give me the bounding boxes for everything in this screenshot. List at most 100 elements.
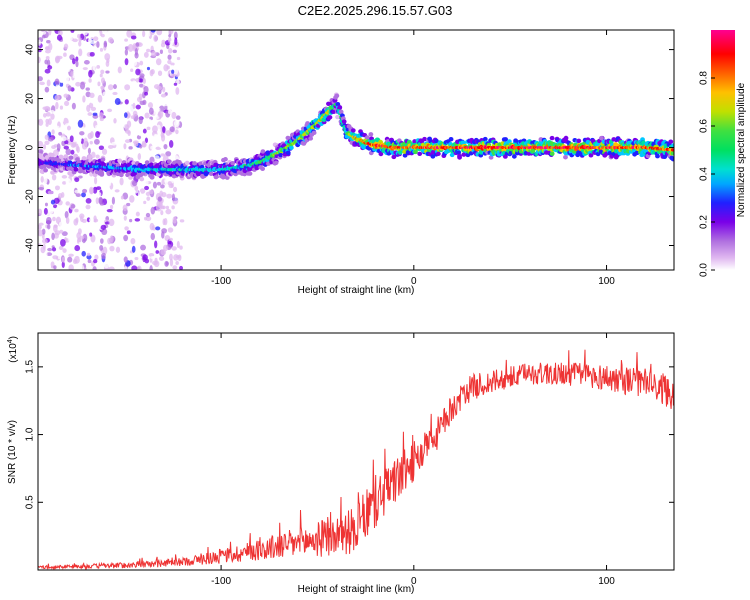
spectrogram-noise-point bbox=[77, 137, 82, 143]
spectrogram-noise-point bbox=[74, 245, 81, 252]
spectrogram-noise-point bbox=[40, 60, 46, 64]
spectrogram-noise-point bbox=[82, 233, 88, 242]
spectrogram-noise-point bbox=[107, 84, 114, 91]
spectrogram-noise-point bbox=[40, 176, 44, 183]
spectrogram-noise-point bbox=[107, 37, 114, 44]
spectrogram-noise-point bbox=[55, 125, 60, 132]
spectrogram-ridge-point bbox=[311, 130, 317, 136]
spectrogram-noise-point bbox=[160, 93, 167, 98]
spectrogram-noise-point bbox=[51, 174, 57, 181]
spectrogram-noise-point bbox=[108, 266, 115, 270]
spectrogram-noise-point bbox=[60, 88, 65, 92]
spectrogram-noise-point bbox=[72, 72, 78, 79]
spectrogram-noise-point bbox=[42, 144, 47, 150]
spectrogram-noise-point bbox=[132, 180, 138, 187]
spectrogram-noise-point bbox=[136, 265, 142, 270]
spectrogram-noise-point bbox=[165, 261, 169, 266]
spectrogram-noise-point bbox=[42, 113, 47, 118]
spectrogram-noise-point bbox=[161, 228, 168, 234]
spectrogram-ridge-point bbox=[341, 119, 347, 124]
spectrogram-noise-point bbox=[127, 113, 131, 118]
spectrogram-noise-point bbox=[176, 240, 180, 249]
spectrogram-noise-point bbox=[179, 265, 184, 270]
spectrogram-noise-point bbox=[135, 246, 139, 254]
spectrogram-noise-point bbox=[157, 196, 162, 202]
spectrogram-ridge-point bbox=[192, 161, 197, 166]
spectrogram-noise-point bbox=[38, 229, 43, 237]
spectrogram-noise-point bbox=[63, 145, 69, 150]
spectrogram-noise-point bbox=[79, 213, 85, 219]
spectrogram-noise-point bbox=[100, 85, 105, 90]
spectrogram-noise-point bbox=[51, 145, 57, 150]
spectrogram-ridge-point bbox=[247, 171, 253, 176]
spectrogram-noise-point bbox=[112, 252, 117, 257]
spectrogram-noise-point bbox=[68, 235, 73, 243]
snr-xtick-label: 0 bbox=[411, 576, 417, 587]
spectrogram-noise-point bbox=[70, 142, 77, 148]
spectrogram-noise-point bbox=[46, 39, 51, 44]
spectrogram-noise-point bbox=[54, 55, 61, 63]
spectrogram-noise-point bbox=[77, 175, 83, 179]
spectrogram-noise-point bbox=[104, 264, 109, 269]
spectrogram-noise-point bbox=[144, 31, 151, 38]
spectrogram-ytick-label: 0 bbox=[25, 144, 36, 150]
spectrogram-noise-point bbox=[38, 140, 44, 148]
spectrogram-noise-point bbox=[43, 250, 48, 259]
spectrogram-noise-point bbox=[89, 178, 94, 185]
spectrogram-ridge-point bbox=[549, 151, 555, 156]
snr-multiplier: (x104) bbox=[7, 336, 19, 363]
spectrogram-noise-point bbox=[65, 148, 72, 156]
spectrogram-ridge-point bbox=[449, 152, 455, 158]
spectrogram-ridge-point bbox=[68, 155, 74, 160]
spectrogram-noise-point bbox=[124, 139, 131, 144]
spectrogram-noise-point bbox=[91, 72, 98, 80]
spectrogram-noise-point bbox=[175, 129, 179, 135]
spectrogram-noise-point bbox=[99, 47, 104, 52]
spectrogram-noise-point bbox=[46, 252, 53, 257]
spectrogram-noise-point bbox=[87, 147, 91, 155]
spectrogram-noise-point bbox=[148, 253, 155, 257]
spectrogram-ridge-point bbox=[599, 135, 604, 141]
spectrogram-noise-point bbox=[58, 193, 63, 199]
spectrogram-ridge-point bbox=[334, 93, 340, 99]
spectrogram-noise-point bbox=[126, 230, 131, 235]
spectrogram-ytick-label: 40 bbox=[25, 44, 36, 56]
spectrogram-noise-point bbox=[72, 38, 78, 43]
spectrogram-noise-point bbox=[166, 65, 170, 70]
spectrogram-noise-point bbox=[154, 155, 160, 162]
spectrogram-ridge-point bbox=[549, 135, 555, 141]
spectrogram-panel: -100 0 100 -40 -20 0 20 40 Height of straight l… bbox=[7, 29, 675, 296]
spectrogram-ridge-point bbox=[368, 132, 374, 137]
spectrogram-noise-point bbox=[123, 215, 127, 221]
spectrogram-noise-point bbox=[143, 216, 148, 221]
spectrogram-ridge-point bbox=[203, 171, 209, 177]
spectrogram-ridge-point bbox=[668, 139, 674, 144]
spectrogram-noise-point bbox=[94, 254, 99, 261]
spectrogram-noise-point bbox=[159, 49, 163, 54]
spectrogram-noise-point bbox=[108, 218, 115, 227]
spectrogram-noise-point bbox=[113, 118, 117, 124]
spectrogram-noise-point bbox=[61, 231, 68, 237]
spectrogram-noise-point bbox=[160, 153, 166, 157]
spectrogram-noise-point bbox=[105, 70, 110, 74]
spectrogram-noise-point bbox=[41, 35, 46, 39]
spectrogram-noise-point bbox=[172, 49, 177, 54]
spectrogram-noise-point bbox=[61, 256, 65, 263]
spectrogram-noise-point bbox=[70, 149, 75, 155]
spectrogram-noise-point bbox=[106, 195, 112, 204]
colorbar-tick-label: 0.6 bbox=[699, 119, 710, 133]
spectrogram-noise-point bbox=[41, 228, 46, 235]
spectrogram-noise-point bbox=[67, 36, 73, 42]
spectrogram-noise-point bbox=[61, 136, 67, 142]
spectrogram-noise-point bbox=[95, 154, 100, 159]
spectrogram-ridge-point bbox=[460, 140, 466, 145]
spectrogram-noise-point bbox=[81, 218, 87, 223]
snr-series-line bbox=[38, 349, 674, 570]
spectrogram-noise-point bbox=[50, 113, 55, 120]
spectrogram-noise-point bbox=[99, 117, 104, 122]
spectrogram-noise-point bbox=[96, 41, 100, 48]
spectrogram-noise-point bbox=[174, 37, 178, 46]
spectrogram-noise-point bbox=[179, 245, 183, 250]
spectrogram-noise-point bbox=[153, 108, 159, 116]
spectrogram-noise-point bbox=[150, 206, 156, 215]
